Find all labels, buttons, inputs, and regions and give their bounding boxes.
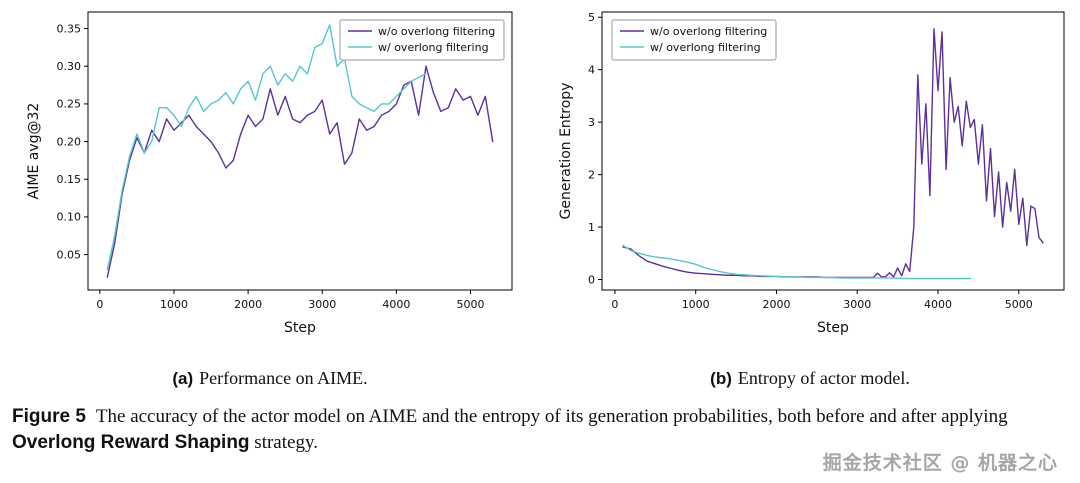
svg-text:3: 3 <box>588 116 595 129</box>
svg-text:5000: 5000 <box>456 298 484 311</box>
svg-text:5: 5 <box>588 11 595 24</box>
svg-text:0.10: 0.10 <box>57 211 82 224</box>
svg-text:0.20: 0.20 <box>57 135 82 148</box>
subcaption-a-text: Performance on AIME. <box>199 368 368 388</box>
svg-text:3000: 3000 <box>308 298 336 311</box>
charts-row: 0 1000 2000 3000 4000 5000 0.05 0.10 0.15 0.20 0.2… <box>0 0 1080 352</box>
chart-aime-performance: 0 1000 2000 3000 4000 5000 0.05 0.10 0.15 0.20 0.2… <box>0 0 540 352</box>
subcaption-a-label: (a) <box>172 369 194 388</box>
svg-text:0.25: 0.25 <box>57 98 82 111</box>
subcaption-b-label: (b) <box>710 369 732 388</box>
figure-caption-text-before: The accuracy of the actor model on AIME … <box>95 406 1008 427</box>
svg-text:0.05: 0.05 <box>57 248 82 261</box>
svg-text:Step: Step <box>817 320 849 336</box>
svg-text:4000: 4000 <box>382 298 410 311</box>
subcaptions-row: (a) Performance on AIME. (b) Entropy of ac… <box>0 368 1080 389</box>
figure-caption-text-after: strategy. <box>249 432 318 454</box>
svg-text:1: 1 <box>588 221 595 234</box>
svg-text:0: 0 <box>96 298 103 311</box>
svg-text:1000: 1000 <box>682 298 710 311</box>
svg-text:w/ overlong filtering: w/ overlong filtering <box>378 41 489 54</box>
svg-text:AIME avg@32: AIME avg@32 <box>26 103 42 200</box>
figure-caption: Figure 5 The accuracy of the actor model … <box>12 404 1066 456</box>
svg-text:w/o overlong filtering: w/o overlong filtering <box>650 25 767 38</box>
subcaption-a: (a) Performance on AIME. <box>0 368 540 389</box>
svg-text:Generation Entropy: Generation Entropy <box>558 83 574 220</box>
svg-text:w/ overlong filtering: w/ overlong filtering <box>650 41 761 54</box>
svg-text:3000: 3000 <box>843 298 871 311</box>
watermark: 掘金技术社区 @ 机器之心 <box>822 452 1058 474</box>
svg-text:2000: 2000 <box>234 298 262 311</box>
subcaption-b-text: Entropy of actor model. <box>737 368 910 388</box>
svg-text:0: 0 <box>611 298 618 311</box>
svg-text:5000: 5000 <box>1005 298 1033 311</box>
entropy-chart-canvas: 0 1000 2000 3000 4000 5000 0 1 2 3 4 5 Step Generatio… <box>558 11 1065 336</box>
svg-text:4: 4 <box>588 63 595 76</box>
figure-caption-bold-phrase: Overlong Reward Shaping <box>12 432 250 454</box>
svg-text:w/o overlong filtering: w/o overlong filtering <box>378 25 495 38</box>
svg-text:0: 0 <box>588 273 595 286</box>
figure-caption-label: Figure 5 <box>12 406 86 427</box>
svg-text:4000: 4000 <box>924 298 952 311</box>
svg-text:0.35: 0.35 <box>57 22 82 35</box>
svg-text:2: 2 <box>588 168 595 181</box>
chart-generation-entropy: 0 1000 2000 3000 4000 5000 0 1 2 3 4 5 Step Generatio… <box>540 0 1080 352</box>
svg-text:0.15: 0.15 <box>57 173 82 186</box>
svg-text:1000: 1000 <box>160 298 188 311</box>
svg-text:0.30: 0.30 <box>57 60 82 73</box>
svg-text:2000: 2000 <box>762 298 790 311</box>
svg-text:Step: Step <box>284 320 316 336</box>
aime-chart-canvas: 0 1000 2000 3000 4000 5000 0.05 0.10 0.15 0.20 0.2… <box>26 11 513 336</box>
subcaption-b: (b) Entropy of actor model. <box>540 368 1080 389</box>
